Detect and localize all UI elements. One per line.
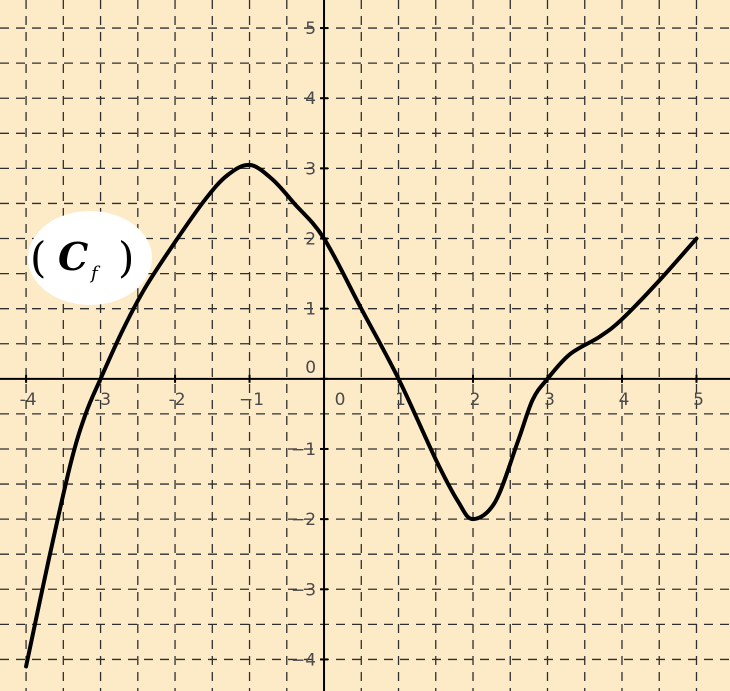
- curve-label: ( C f ): [28, 211, 152, 305]
- y-tick-label: 0: [305, 358, 316, 378]
- tick-labels: -4 -3 -2 −1 0 1 2 3 4 5 −4 −3 −2 −1 0 1 2 3 4 5: [20, 19, 704, 670]
- y-tick-label: 3: [305, 159, 316, 179]
- x-tick-label: 5: [693, 390, 704, 410]
- y-tick-label: 1: [305, 300, 316, 320]
- x-tick-label: 3: [544, 390, 555, 410]
- x-tick-label: 0: [335, 390, 346, 410]
- x-tick-label: 1: [395, 390, 406, 410]
- x-tick-label: -2: [169, 390, 186, 410]
- y-tick-label: 4: [305, 89, 316, 109]
- x-tick-label: -4: [20, 390, 37, 410]
- x-tick-label: -3: [94, 390, 111, 410]
- x-tick-label: 4: [619, 390, 630, 410]
- y-tick-label: 2: [305, 230, 316, 250]
- y-tick-label: −2: [291, 510, 316, 530]
- x-tick-label: 2: [470, 390, 481, 410]
- x-tick-label: −1: [239, 390, 264, 410]
- y-tick-label: 5: [305, 19, 316, 39]
- y-tick-label: −4: [291, 650, 316, 670]
- y-tick-label: −1: [291, 440, 316, 460]
- curve-label-letter: C: [58, 234, 88, 279]
- curve-cf: [24, 162, 699, 669]
- curve-label-open-paren: (: [30, 233, 46, 282]
- curve-label-close-paren: ): [118, 233, 134, 282]
- y-tick-label: −3: [291, 580, 316, 600]
- curve-label-bubble: [28, 211, 152, 305]
